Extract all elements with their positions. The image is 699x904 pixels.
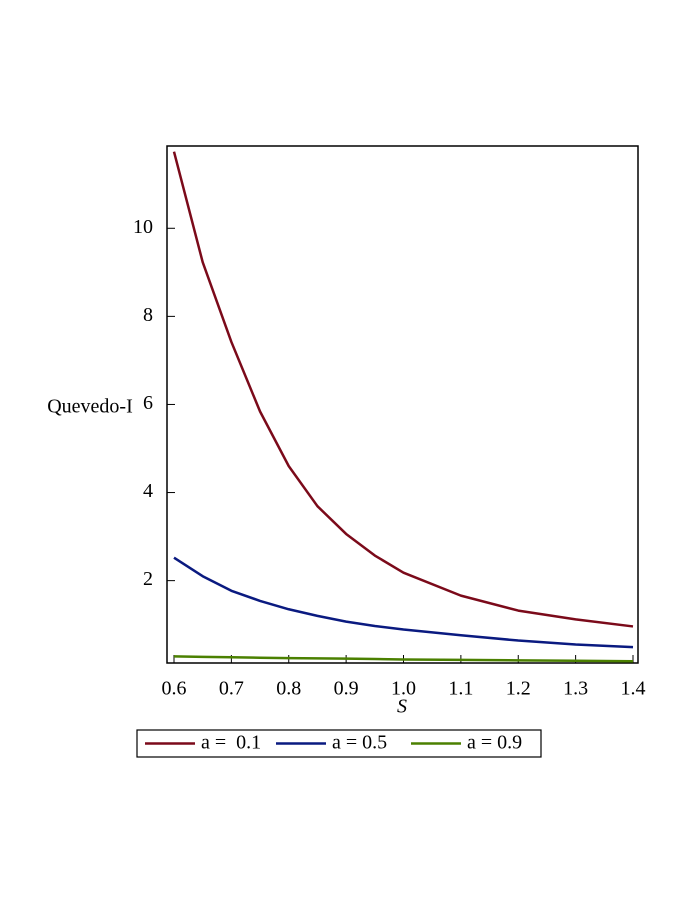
y-tick-label: 6: [143, 392, 153, 414]
x-tick-label: 0.9: [334, 678, 359, 700]
series-line: [173, 655, 634, 663]
y-tick-label: 2: [143, 568, 153, 590]
x-tick-label: 1.4: [621, 678, 646, 700]
x-tick-label: 1.3: [563, 678, 588, 700]
x-tick-label: 1.2: [506, 678, 531, 700]
x-axis-label: S: [397, 696, 407, 718]
series-line: [172, 151, 634, 628]
y-tick-label: 4: [143, 480, 153, 502]
y-tick-label: 10: [133, 216, 153, 238]
x-tick-label: 0.6: [162, 678, 187, 700]
y-axis-label: Quevedo-I: [47, 396, 133, 418]
x-tick-label: 1.1: [448, 678, 473, 700]
legend-label: a = 0.5: [332, 732, 387, 754]
legend-box: [136, 729, 542, 758]
y-tick-label: 8: [143, 304, 153, 326]
x-tick-label: 0.8: [276, 678, 301, 700]
x-tick-label: 1.0: [391, 678, 416, 700]
legend-label: a = 0.9: [467, 732, 522, 754]
x-tick-label: 0.7: [219, 678, 244, 700]
series-line: [173, 556, 634, 649]
legend-label: a = 0.1: [201, 732, 261, 754]
